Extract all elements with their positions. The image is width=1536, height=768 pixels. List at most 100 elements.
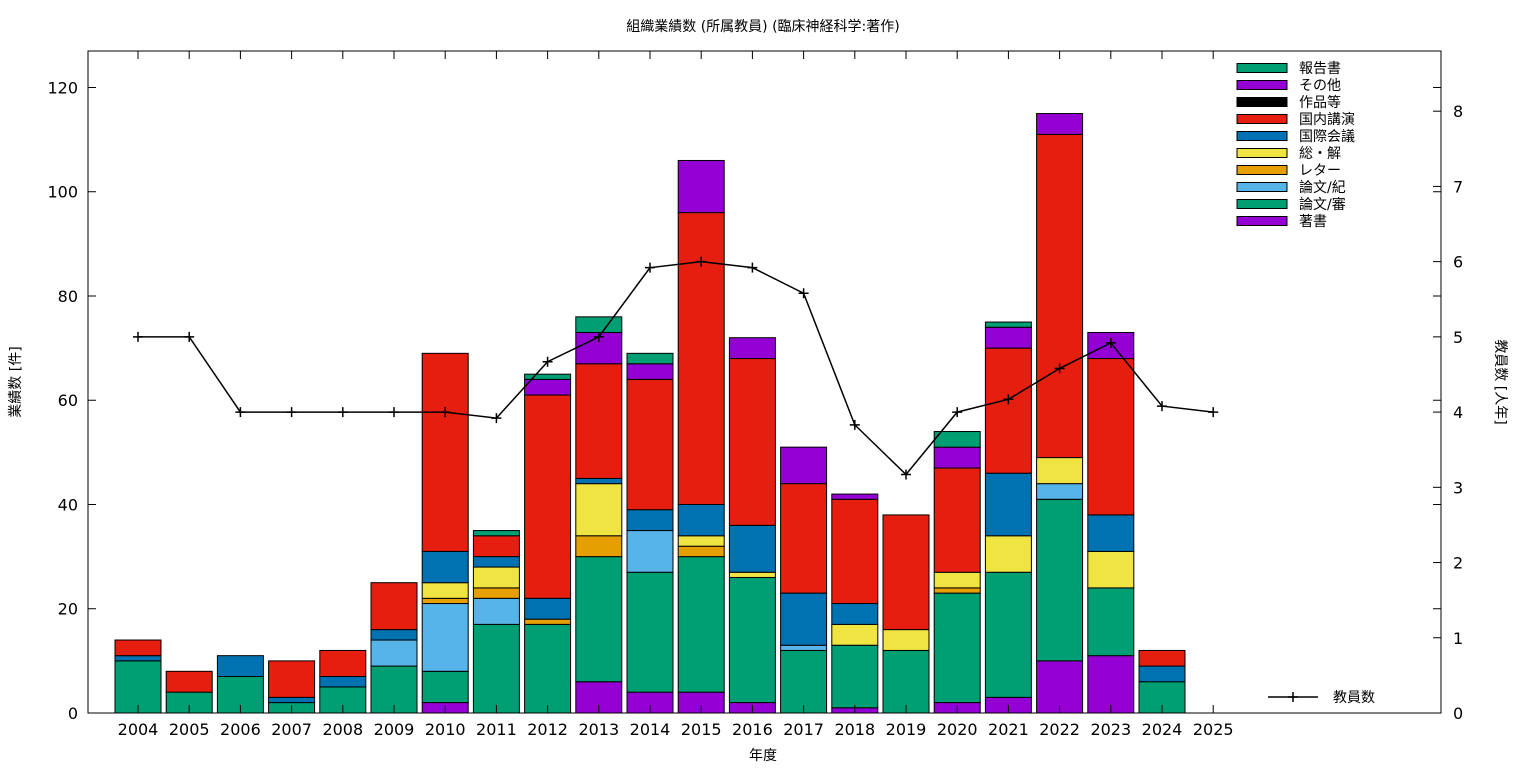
bar-segment — [677, 535, 725, 547]
bar-segment — [626, 378, 674, 511]
bar-segment — [1036, 483, 1084, 500]
bar-segment — [472, 623, 520, 714]
bar-stack-2012 — [524, 373, 572, 714]
teacher-count-point — [952, 407, 963, 418]
bar-segment — [472, 587, 520, 599]
legend-swatch — [1236, 80, 1288, 90]
y2-tick-label: 6 — [1453, 253, 1463, 272]
y2-tick-label: 4 — [1453, 403, 1463, 422]
legend-label: レター — [1299, 163, 1341, 179]
teacher-count-point — [235, 407, 246, 418]
bar-segment — [268, 660, 316, 698]
bar-segment — [421, 582, 469, 599]
bar-segment — [421, 352, 469, 552]
bar-segment — [626, 352, 674, 365]
bar-segment — [831, 623, 879, 646]
x-tick-label: 2016 — [732, 720, 773, 739]
bar-segment — [780, 592, 828, 646]
bar-segment — [472, 535, 520, 558]
bars-layer — [114, 113, 1186, 714]
teacher-count-point — [491, 413, 502, 424]
y-tick-label: 120 — [47, 78, 78, 97]
teacher-count-line — [138, 260, 1214, 476]
bar-segment — [575, 556, 623, 683]
bar-segment — [1036, 498, 1084, 662]
bar-segment — [1036, 660, 1084, 714]
bar-stack-2004 — [114, 639, 162, 714]
chart-title: 組織業績数 (所属教員) (臨床神経科学:著作) — [626, 19, 899, 35]
teacher-count-point — [1003, 394, 1014, 405]
bar-stack-2013 — [575, 316, 623, 714]
bar-segment — [370, 629, 418, 641]
x-tick-label: 2022 — [1039, 720, 1080, 739]
x-tick-label: 2017 — [783, 720, 824, 739]
bar-segment — [472, 530, 520, 537]
bar-segment — [780, 446, 828, 485]
y-tick-label: 80 — [58, 287, 78, 306]
bar-segment — [1138, 665, 1186, 683]
x-tick-label: 2012 — [527, 720, 568, 739]
y-tick-label: 60 — [58, 391, 78, 410]
teacher-count-point — [542, 356, 553, 367]
x-tick-label: 2020 — [937, 720, 978, 739]
bar-segment — [1036, 133, 1084, 459]
bar-segment — [268, 696, 316, 704]
bar-segment — [575, 535, 623, 558]
axes-layer: 0 20 40 60 80 100 120 0 1 2 3 4 5 6 7 8 2004 2005 2006 2007… — [47, 50, 1463, 739]
legend-label: 論文/審 — [1299, 197, 1346, 213]
bar-segment — [575, 316, 623, 333]
legend-line-label: 教員数 — [1333, 690, 1375, 706]
bar-stack-2019 — [882, 514, 930, 714]
legend-label: 作品等 — [1299, 94, 1341, 111]
bar-segment — [984, 472, 1032, 537]
legend-label: 総・解 — [1299, 146, 1341, 162]
x-tick-label: 2007 — [271, 720, 312, 739]
teacher-count-line-layer — [133, 256, 1219, 480]
teacher-count-point — [184, 331, 195, 342]
bar-segment — [677, 556, 725, 693]
bar-segment — [677, 159, 725, 214]
bar-segment — [114, 660, 162, 714]
x-tick-label: 2015 — [681, 720, 722, 739]
bar-segment — [780, 644, 828, 651]
bar-segment — [728, 337, 776, 360]
legend-swatch — [1236, 165, 1288, 175]
bar-segment — [677, 212, 725, 505]
bar-segment — [575, 483, 623, 537]
legend-label: 著書 — [1299, 214, 1327, 230]
teacher-count-point — [1105, 337, 1116, 348]
x-tick-label: 2004 — [118, 720, 159, 739]
bar-segment — [370, 582, 418, 631]
bar-stack-2014 — [626, 352, 674, 714]
bar-segment — [524, 373, 572, 380]
x-tick-label: 2008 — [322, 720, 363, 739]
bar-segment — [882, 629, 930, 651]
bar-segment — [677, 545, 725, 558]
bar-segment — [524, 378, 572, 396]
teacher-count-point — [337, 407, 348, 418]
bar-segment — [524, 394, 572, 599]
bar-segment — [524, 618, 572, 625]
bar-stack-2022 — [1036, 113, 1084, 714]
legend-label: 国内講演 — [1299, 112, 1355, 128]
bar-stack-2008 — [319, 649, 367, 714]
bar-segment — [165, 670, 213, 693]
bar-segment — [1087, 550, 1135, 589]
bar-segment — [1036, 457, 1084, 485]
y2-tick-label: 1 — [1453, 629, 1463, 648]
bar-stack-2005 — [165, 670, 213, 714]
legend-swatch — [1236, 97, 1288, 107]
bar-segment — [472, 597, 520, 625]
bar-stack-2006 — [216, 655, 264, 714]
bar-segment — [472, 556, 520, 568]
legend-swatch — [1236, 148, 1288, 158]
bar-stack-2024 — [1138, 649, 1186, 714]
bar-segment — [831, 498, 879, 605]
y2-tick-label: 5 — [1453, 328, 1463, 347]
bar-segment — [984, 571, 1032, 698]
bar-segment — [421, 550, 469, 584]
y-axis-label: 業績数 [件] — [8, 346, 24, 417]
teacher-count-point — [1208, 407, 1219, 418]
bar-segment — [984, 326, 1032, 349]
legend-swatch — [1236, 199, 1288, 209]
